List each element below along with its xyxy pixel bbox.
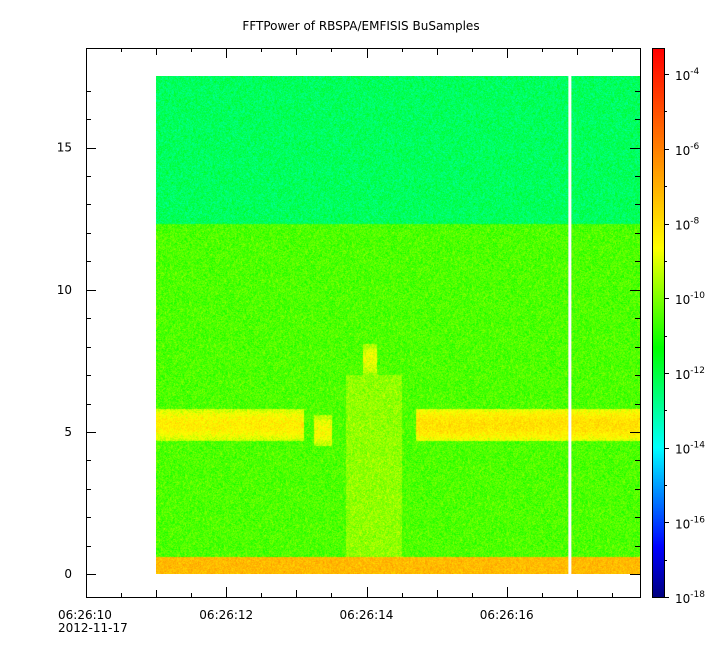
colorbar-frame	[652, 48, 665, 598]
x-tick-label: 06:26:10	[58, 608, 112, 622]
y-axis: 0 5 10 15	[57, 91, 640, 581]
colorbar-gradient	[652, 48, 664, 597]
data-gap-line	[568, 76, 572, 574]
y-tick-label: 0	[64, 567, 72, 581]
plot-frame	[86, 48, 641, 598]
colorbar-tick-label: 10-16	[675, 515, 705, 531]
y-tick-label: 15	[57, 141, 72, 155]
colorbar-tick-label: 10-4	[675, 67, 700, 83]
x-tick-label: 06:26:16	[480, 608, 534, 622]
colorbar-tick-label: 10-14	[675, 441, 705, 457]
spectrogram-heatmap	[156, 76, 640, 574]
y-tick-label: 5	[64, 425, 72, 439]
colorbar-tick-label: 10-6	[675, 142, 700, 158]
x-tick-label: 06:26:14	[340, 608, 394, 622]
colorbar-tick-label: 10-18	[675, 590, 705, 606]
colorbar-tick-label: 10-8	[675, 217, 700, 233]
colorbar-tick-label: 10-10	[675, 291, 705, 307]
x-tick-label: 06:26:12	[199, 608, 253, 622]
colorbar-tick-label: 10-12	[675, 366, 705, 382]
x-date-label: 2012-11-17	[58, 621, 128, 635]
chart-title: FFTPower of RBSPA/EMFISIS BuSamples	[242, 19, 479, 33]
y-tick-label: 10	[57, 283, 72, 297]
x-axis: 06:26:10 06:26:12 06:26:14 06:26:16	[58, 48, 613, 622]
colorbar-axis: 10-4 10-6 10-8 10-10 10-12 10-14 10-16 10-18	[664, 67, 705, 606]
